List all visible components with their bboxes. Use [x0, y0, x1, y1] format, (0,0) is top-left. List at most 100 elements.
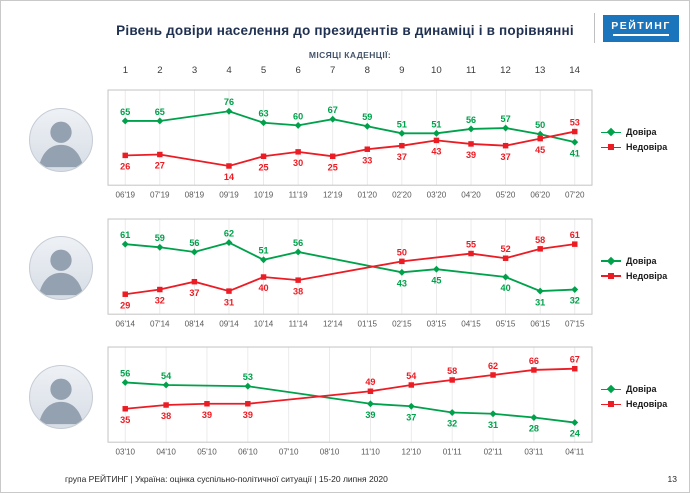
svg-text:07'14: 07'14 — [150, 319, 170, 328]
plot-zelensky: 65 65 76 63 60 67 59 51 51 56 57 50 41 26 27 14 25 30 25 33… — [107, 88, 593, 203]
legend-poroshenko: Довіра Недовіра — [593, 251, 679, 286]
person-silhouette-icon — [38, 121, 84, 167]
person-silhouette-icon — [38, 249, 84, 296]
svg-text:65: 65 — [120, 107, 130, 117]
person-silhouette-icon — [38, 378, 84, 424]
svg-text:38: 38 — [161, 411, 171, 421]
svg-text:60: 60 — [293, 111, 303, 121]
legend-zelensky: Довіра Недовіра — [593, 122, 679, 157]
zelensky-portrait — [29, 107, 93, 172]
legend-label: Недовіра — [626, 270, 668, 281]
svg-text:54: 54 — [161, 371, 172, 381]
legend-item-distrust: Недовіра — [601, 271, 679, 281]
svg-text:11'14: 11'14 — [289, 319, 308, 328]
svg-text:43: 43 — [397, 278, 407, 288]
legend-yanukovych: Довіра Недовіра — [593, 379, 679, 414]
yanukovych-portrait — [29, 364, 93, 429]
legend-item-distrust: Недовіра — [601, 142, 679, 152]
month-axis-labels: 03'10 04'10 05'10 06'10 07'10 08'10 11'10 12'10… — [115, 447, 584, 456]
svg-text:2: 2 — [157, 65, 162, 75]
svg-text:12'10: 12'10 — [402, 447, 422, 456]
svg-text:08'10: 08'10 — [320, 447, 340, 456]
svg-text:63: 63 — [258, 109, 268, 119]
svg-text:59: 59 — [362, 112, 372, 122]
gridlines — [124, 347, 576, 443]
svg-text:37: 37 — [397, 152, 407, 162]
svg-text:56: 56 — [120, 368, 130, 378]
svg-text:1: 1 — [123, 65, 128, 75]
svg-text:07'19: 07'19 — [150, 190, 170, 199]
svg-text:39: 39 — [365, 410, 375, 420]
svg-text:54: 54 — [406, 371, 417, 381]
svg-text:06'20: 06'20 — [530, 190, 550, 199]
chart-plot: 61 59 56 62 51 56 43 45 40 31 32 29 32 37 31 40 38 50 55 52… — [107, 218, 593, 328]
svg-text:06'10: 06'10 — [238, 447, 258, 456]
svg-text:29: 29 — [120, 300, 130, 310]
svg-text:58: 58 — [447, 366, 457, 376]
diamond-marker-icon — [601, 385, 621, 394]
svg-text:01'20: 01'20 — [358, 190, 378, 199]
svg-text:10'19: 10'19 — [254, 190, 274, 199]
svg-text:07'15: 07'15 — [565, 319, 585, 328]
svg-text:32: 32 — [155, 295, 165, 305]
svg-text:11: 11 — [466, 65, 476, 75]
svg-text:45: 45 — [431, 275, 441, 285]
distrust-markers-labels: 26 27 14 25 30 25 33 37 43 39 37 45 53 — [120, 118, 580, 183]
svg-text:08'19: 08'19 — [185, 190, 205, 199]
svg-text:56: 56 — [189, 237, 199, 247]
svg-text:45: 45 — [535, 145, 545, 155]
poroshenko-portrait — [29, 236, 93, 301]
logo-divider — [594, 13, 595, 43]
svg-text:33: 33 — [362, 156, 372, 166]
plot-border — [107, 218, 593, 315]
svg-text:67: 67 — [328, 105, 338, 115]
svg-text:59: 59 — [155, 233, 165, 243]
svg-text:25: 25 — [328, 163, 338, 173]
legend-item-trust: Довіра — [601, 384, 679, 394]
svg-text:06'14: 06'14 — [115, 319, 135, 328]
svg-text:62: 62 — [224, 228, 234, 238]
rating-logo: РЕЙТИНГ — [603, 14, 679, 42]
svg-text:14: 14 — [569, 65, 580, 75]
svg-text:13: 13 — [535, 65, 546, 75]
svg-text:31: 31 — [535, 297, 545, 307]
svg-text:50: 50 — [397, 247, 407, 257]
svg-text:09'19: 09'19 — [219, 190, 239, 199]
svg-text:31: 31 — [224, 297, 234, 307]
svg-text:11'19: 11'19 — [289, 190, 308, 199]
cadence-numbers-row: 1 2 3 4 5 6 7 8 9 10 11 12 13 14 — [1, 63, 689, 75]
chart-row-poroshenko: 61 59 56 62 51 56 43 45 40 31 32 29 32 37 31 40 38 50 55 52… — [1, 217, 689, 332]
trust-markers-labels: 65 65 76 63 60 67 59 51 51 56 57 50 41 — [120, 97, 580, 158]
svg-text:12'14: 12'14 — [323, 319, 343, 328]
svg-text:65: 65 — [155, 107, 165, 117]
svg-text:50: 50 — [535, 120, 545, 130]
svg-text:40: 40 — [258, 283, 268, 293]
svg-text:49: 49 — [365, 377, 375, 387]
svg-text:5: 5 — [261, 65, 266, 75]
svg-text:66: 66 — [529, 356, 539, 366]
svg-text:51: 51 — [431, 119, 441, 129]
svg-text:76: 76 — [224, 97, 234, 107]
svg-text:27: 27 — [155, 161, 165, 171]
svg-text:07'10: 07'10 — [279, 447, 299, 456]
gridlines — [124, 218, 576, 314]
square-marker-icon — [601, 271, 621, 280]
svg-text:32: 32 — [447, 419, 457, 429]
svg-text:07'20: 07'20 — [565, 190, 585, 199]
legend-label: Недовіра — [626, 399, 668, 410]
chart-plot: 65 65 76 63 60 67 59 51 51 56 57 50 41 26 27 14 25 30 25 33… — [107, 89, 593, 199]
cadence-numbers-svg: 1 2 3 4 5 6 7 8 9 10 11 12 13 14 — [123, 65, 581, 75]
svg-text:12: 12 — [500, 65, 511, 75]
avatar-col — [15, 107, 107, 172]
cadence-numbers: 1 2 3 4 5 6 7 8 9 10 11 12 13 14 — [107, 63, 593, 75]
svg-text:53: 53 — [570, 118, 580, 128]
svg-text:01'15: 01'15 — [358, 319, 378, 328]
distrust-line — [125, 367, 575, 410]
svg-text:03'20: 03'20 — [427, 190, 447, 199]
svg-text:03'10: 03'10 — [115, 447, 135, 456]
svg-text:04'15: 04'15 — [461, 319, 481, 328]
svg-text:4: 4 — [226, 65, 232, 75]
month-axis-labels: 06'19 07'19 08'19 09'19 10'19 11'19 12'19 01'20… — [115, 190, 585, 199]
svg-text:24: 24 — [570, 429, 581, 439]
svg-text:51: 51 — [397, 119, 407, 129]
